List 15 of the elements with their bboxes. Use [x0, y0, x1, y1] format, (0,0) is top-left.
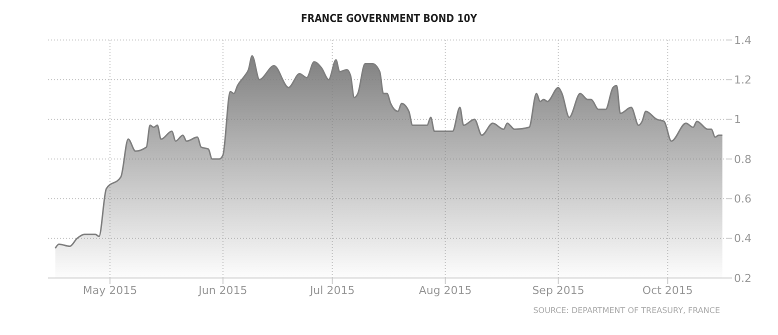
x-tick-label: Sep 2015 — [532, 284, 584, 297]
y-tick-label: 0.4 — [734, 232, 752, 246]
y-tick-label: 1.2 — [734, 74, 752, 87]
y-tick-label: 0.6 — [734, 192, 752, 206]
x-tick-label: Oct 2015 — [642, 284, 693, 297]
x-tick-label: Jun 2015 — [198, 284, 248, 297]
source-note: SOURCE: DEPARTMENT OF TREASURY, FRANCE — [532, 306, 721, 315]
y-tick-label: 1.4 — [734, 34, 752, 47]
y-tick-label: 0.8 — [734, 152, 752, 166]
y-tick-label: 0.2 — [734, 272, 752, 285]
x-tick-label: Aug 2015 — [418, 284, 472, 297]
y-tick-label: 1 — [734, 113, 741, 126]
x-tick-label: Jul 2015 — [308, 284, 355, 297]
chart-title: FRANCE GOVERNMENT BOND 10Y — [300, 11, 478, 27]
x-tick-label: May 2015 — [82, 284, 138, 297]
